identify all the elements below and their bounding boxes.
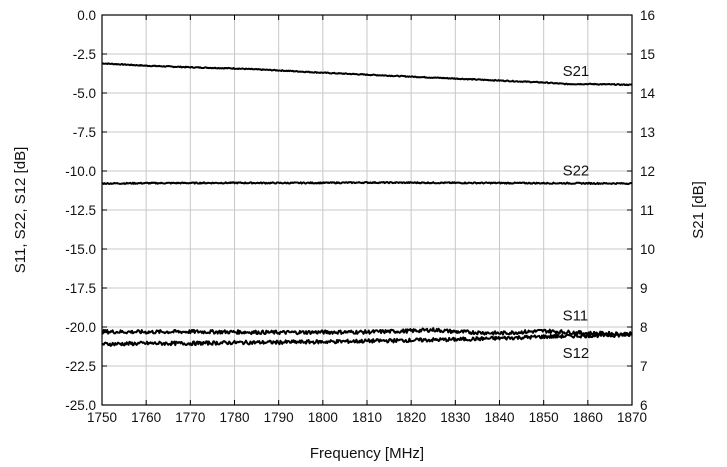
x-tick-label: 1850 [529, 410, 559, 425]
x-axis-title: Frequency [MHz] [310, 445, 424, 462]
y-left-tick-label: -25.0 [65, 398, 96, 413]
axis-ticks [101, 14, 633, 406]
series-line-s11 [101, 327, 633, 337]
y-left-tick-label: -22.5 [65, 359, 96, 374]
x-tick-label: 1800 [308, 410, 338, 425]
series-lines [101, 62, 633, 347]
x-tick-label: 1770 [175, 410, 205, 425]
y-left-tick-labels: 0.0 -2.5 -5.0 -7.5 -10.0 -12.5 -15.0 -17.5 -20.0… [65, 8, 96, 413]
y-right-tick-label: 13 [640, 125, 655, 140]
series-label-s11: S11 [563, 308, 589, 325]
series-line-s12 [101, 332, 633, 347]
series-label-s22: S22 [563, 162, 590, 179]
y-left-tick-label: -20.0 [65, 320, 96, 335]
x-tick-label: 1780 [219, 410, 249, 425]
y-right-tick-label: 10 [640, 242, 655, 257]
y-left-tick-label: -2.5 [73, 47, 96, 62]
x-tick-label: 1810 [352, 410, 382, 425]
y-left-tick-label: -10.0 [65, 164, 96, 179]
y-left-tick-label: -7.5 [73, 125, 96, 140]
x-tick-labels: 1750 1760 1770 1780 1790 1800 1810 1820 1830 1840… [87, 410, 647, 425]
y-right-tick-label: 14 [640, 86, 656, 101]
x-tick-label: 1840 [484, 410, 514, 425]
y-left-tick-label: -17.5 [65, 281, 96, 296]
y-left-tick-label: -5.0 [73, 86, 96, 101]
x-tick-label: 1870 [617, 410, 647, 425]
series-line-s21 [101, 62, 633, 87]
x-tick-label: 1820 [396, 410, 426, 425]
y-right-tick-label: 11 [640, 203, 654, 218]
y-left-axis-title: S11, S22, S12 [dB] [12, 147, 29, 273]
x-tick-label: 1830 [440, 410, 470, 425]
series-label-s12: S12 [563, 345, 590, 362]
y-right-tick-label: 8 [640, 320, 648, 335]
series-labels: S21 S22 S11 S12 [563, 63, 590, 362]
y-left-tick-label: -12.5 [65, 203, 96, 218]
series-line-s22 [101, 181, 633, 186]
y-right-tick-labels: 16 15 14 13 12 11 10 9 8 7 6 [640, 8, 656, 413]
y-left-tick-label: -15.0 [65, 242, 96, 257]
y-right-tick-label: 9 [640, 281, 648, 296]
x-tick-label: 1760 [131, 410, 161, 425]
x-tick-label: 1790 [264, 410, 294, 425]
y-left-tick-label: 0.0 [77, 8, 96, 23]
y-right-tick-label: 12 [640, 164, 655, 179]
x-tick-label: 1750 [87, 410, 117, 425]
series-label-s21: S21 [563, 63, 590, 80]
y-right-axis-title: S21 [dB] [690, 181, 707, 239]
y-right-tick-label: 6 [640, 398, 648, 413]
y-right-tick-label: 16 [640, 8, 655, 23]
x-tick-label: 1860 [573, 410, 603, 425]
y-right-tick-label: 15 [640, 47, 655, 62]
y-right-tick-label: 7 [640, 359, 648, 374]
